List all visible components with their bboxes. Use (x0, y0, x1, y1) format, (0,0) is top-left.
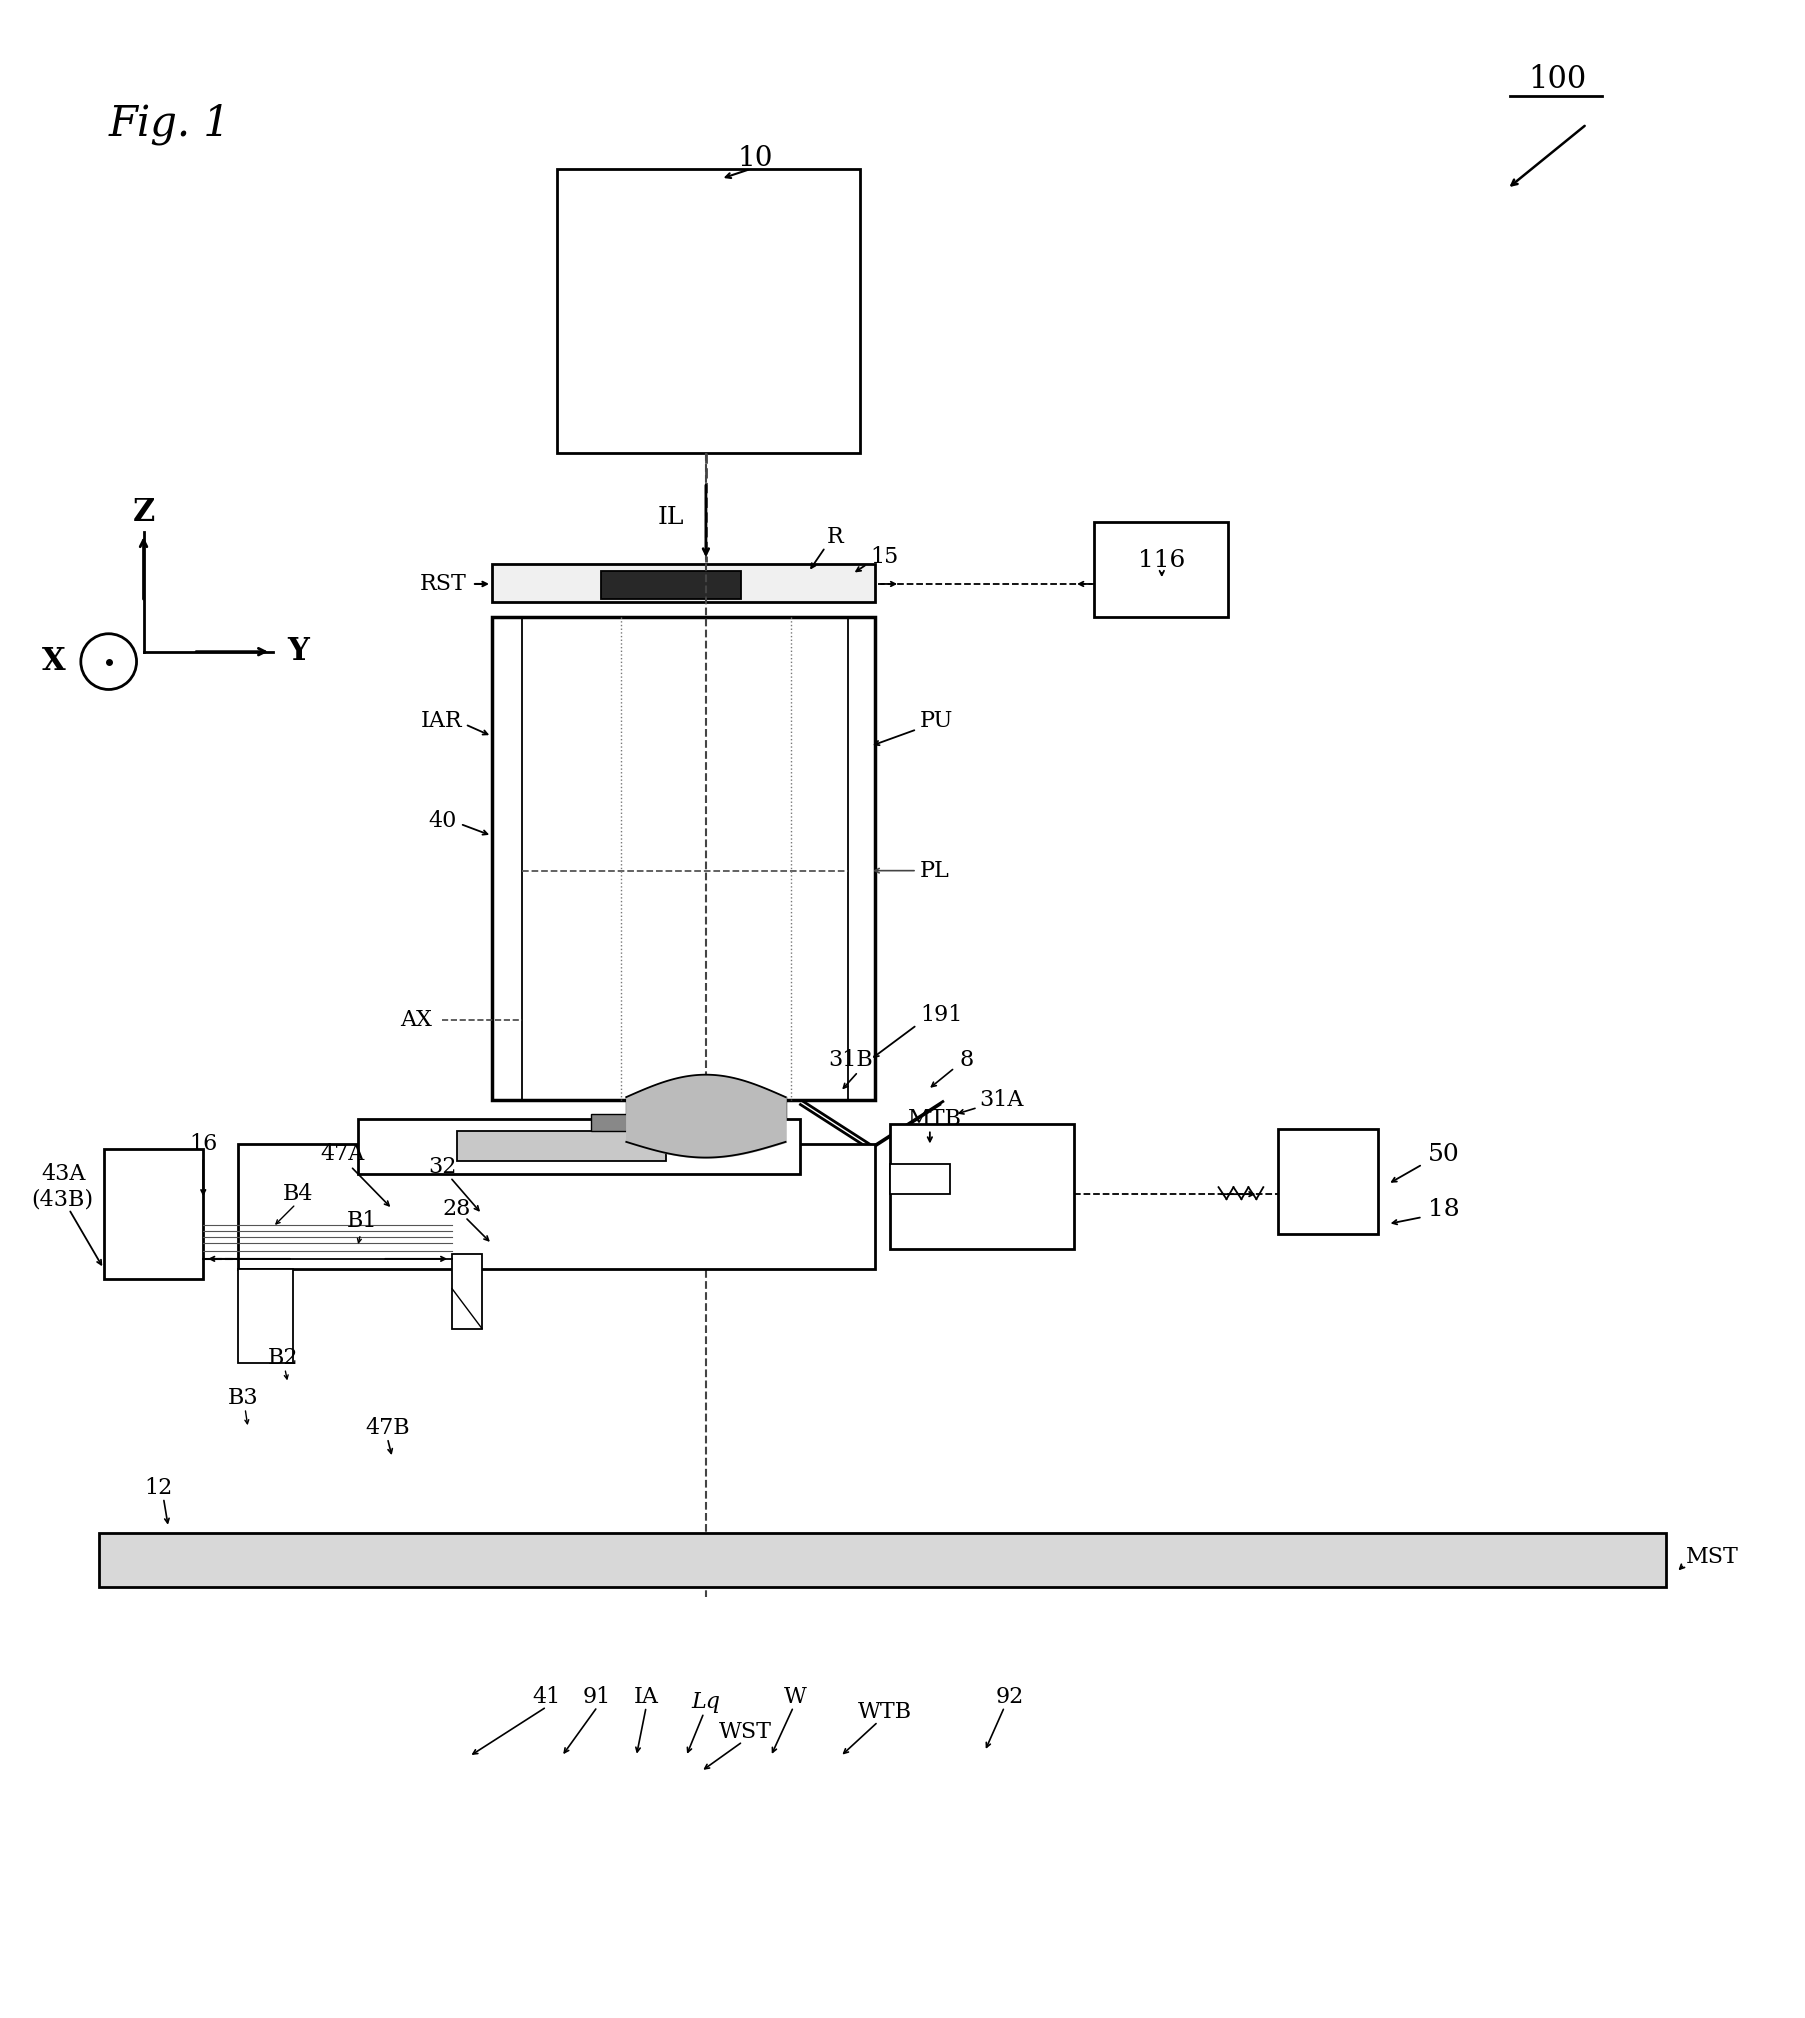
Text: AX: AX (401, 1009, 431, 1031)
Text: W: W (783, 1685, 807, 1707)
Bar (451, 1253, 482, 1328)
Bar (601, 571, 740, 599)
Bar (457, 1132, 666, 1160)
Text: 31A: 31A (980, 1088, 1023, 1110)
Text: X: X (42, 646, 65, 678)
Text: MST: MST (1686, 1546, 1740, 1568)
Bar (1278, 1130, 1377, 1233)
Text: IL: IL (657, 507, 684, 529)
Text: 28: 28 (442, 1199, 471, 1221)
Text: 116: 116 (1139, 549, 1186, 571)
Bar (493, 618, 875, 1100)
Bar (592, 1114, 731, 1132)
Text: (43B): (43B) (31, 1189, 94, 1211)
Text: MTB: MTB (908, 1108, 962, 1130)
Bar (556, 170, 861, 452)
Text: B3: B3 (227, 1386, 258, 1409)
Bar (493, 565, 875, 601)
Bar (103, 1150, 204, 1279)
Text: B1: B1 (347, 1211, 377, 1233)
Text: 47A: 47A (321, 1144, 365, 1164)
Text: 10: 10 (738, 145, 773, 172)
Text: 15: 15 (870, 547, 899, 569)
Text: 16: 16 (190, 1134, 217, 1156)
Text: 31B: 31B (828, 1049, 872, 1072)
Text: 43A: 43A (42, 1162, 87, 1185)
Bar (357, 1120, 800, 1174)
Text: PL: PL (921, 860, 949, 882)
Text: IAR: IAR (421, 710, 462, 733)
Text: RST: RST (421, 573, 467, 595)
Text: 8: 8 (960, 1049, 975, 1072)
Text: 12: 12 (144, 1477, 173, 1499)
Text: 50: 50 (1428, 1142, 1458, 1166)
Text: WTB: WTB (857, 1701, 912, 1723)
Text: 92: 92 (995, 1685, 1023, 1707)
Bar (890, 1164, 949, 1195)
Text: PU: PU (921, 710, 953, 733)
Bar (238, 1269, 292, 1364)
Text: R: R (827, 527, 843, 549)
Bar (890, 1124, 1074, 1249)
Text: 18: 18 (1428, 1197, 1458, 1221)
Bar (1094, 523, 1229, 618)
Text: 91: 91 (583, 1685, 610, 1707)
Text: Lq: Lq (691, 1691, 720, 1713)
Text: Y: Y (287, 636, 309, 668)
Text: Z: Z (132, 496, 155, 529)
Text: 47B: 47B (365, 1417, 410, 1439)
Text: WST: WST (718, 1721, 773, 1744)
Text: 32: 32 (428, 1156, 457, 1179)
Text: 191: 191 (921, 1005, 962, 1025)
Text: B2: B2 (267, 1348, 298, 1370)
Text: IA: IA (634, 1685, 659, 1707)
Bar (238, 1144, 875, 1269)
Text: 40: 40 (430, 809, 457, 831)
Text: B4: B4 (283, 1183, 312, 1205)
Bar (99, 1532, 1666, 1588)
Text: 41: 41 (532, 1685, 561, 1707)
Text: Fig. 1: Fig. 1 (108, 103, 231, 145)
Text: 100: 100 (1527, 65, 1587, 95)
